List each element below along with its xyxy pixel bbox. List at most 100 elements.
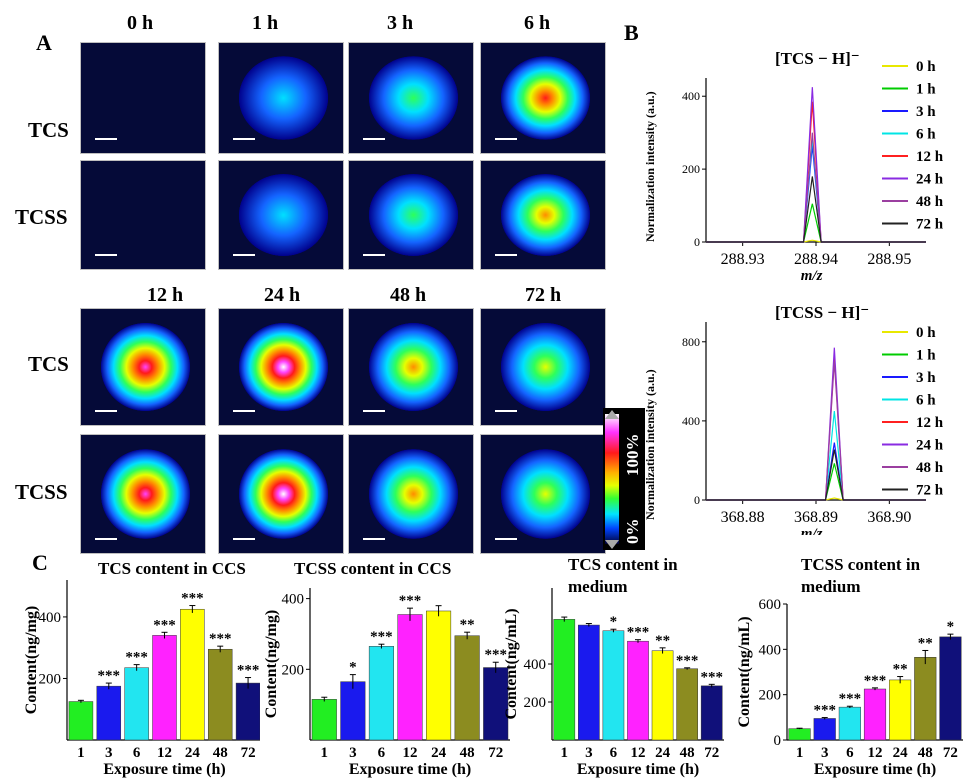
y-tick-label: 600 — [759, 597, 782, 613]
x-axis-label: m/z — [801, 268, 823, 284]
scale-bar — [495, 254, 517, 256]
x-tick-label: 3 — [821, 745, 829, 761]
x-tick-label: 288.93 — [721, 251, 765, 268]
x-tick-label: 12 — [868, 745, 883, 761]
y-tick-label: 200 — [39, 671, 62, 687]
legend-label: 6 h — [916, 127, 936, 143]
x-axis-label: Exposure time (h) — [814, 761, 936, 778]
ms-image-tile — [348, 308, 474, 426]
bar — [207, 648, 233, 741]
significance-label: *** — [98, 668, 121, 684]
x-tick-label: 6 — [378, 745, 386, 761]
chart-title: TCSS content in — [801, 555, 921, 574]
spectrum-line — [706, 176, 926, 243]
scale-bar — [495, 410, 517, 412]
ms-image — [500, 56, 591, 140]
x-axis-label: Exposure time (h) — [103, 761, 225, 778]
ms-image-tile — [218, 160, 344, 270]
significance-label: *** — [209, 631, 232, 647]
bar — [454, 635, 480, 741]
y-tick-label: 800 — [682, 335, 700, 349]
x-tick-label: 3 — [349, 745, 357, 761]
x-tick-label: 1 — [77, 745, 85, 761]
time-label: 0 h — [126, 12, 154, 34]
scale-bar — [233, 254, 255, 256]
legend-label: 1 h — [916, 82, 936, 98]
row-label: TCS — [28, 118, 69, 142]
significance-label: *** — [125, 650, 148, 666]
ms-image — [100, 449, 191, 539]
x-tick-label: 368.88 — [721, 509, 765, 526]
bar — [235, 682, 260, 741]
legend-label: 0 h — [916, 325, 936, 341]
y-tick-label: 400 — [282, 592, 305, 608]
spectrum-title: [TCSS − H]⁻ — [775, 303, 869, 322]
legend-label: 72 h — [916, 483, 944, 499]
bar-chart-tcss-medium: 0 200 400 600 1 *** 3 *** 6 *** 12 ** 24 ** 48 * 72 Expos… — [736, 555, 963, 778]
ms-image — [500, 449, 591, 539]
spectrum-line — [706, 357, 926, 501]
ms-image-tile — [480, 42, 606, 154]
time-label: 72 h — [524, 284, 562, 306]
scale-bar — [363, 538, 385, 540]
y-tick-label: 400 — [524, 657, 547, 673]
colorbar: 100% 0% — [603, 408, 645, 550]
ms-image — [500, 173, 591, 257]
scale-bar — [95, 410, 117, 412]
y-tick-label: 200 — [759, 688, 782, 704]
x-tick-label: 12 — [403, 745, 418, 761]
significance-label: *** — [864, 673, 887, 689]
spectrum-ylabel: Normalization intensity (a.u.) — [643, 369, 657, 520]
bar — [676, 668, 698, 741]
bar — [889, 679, 912, 741]
bar-chart-tcss-ccs: 200 400 1 * 3 *** 6 *** 12 24 ** 48 *** 72 Exposure ti… — [263, 559, 510, 778]
spectrum-title: [TCS − H]⁻ — [775, 49, 860, 68]
x-tick-label: 72 — [704, 745, 719, 761]
ms-image — [81, 161, 205, 269]
y-tick-label: 400 — [682, 414, 700, 428]
legend-label: 6 h — [916, 393, 936, 409]
ms-image — [238, 56, 329, 140]
ms-image-tile — [218, 308, 344, 426]
legend-label: 3 h — [916, 370, 936, 386]
ms-image-tile — [480, 308, 606, 426]
ms-image-tile — [80, 308, 206, 426]
significance-label: *** — [676, 653, 699, 669]
x-tick-label: 1 — [796, 745, 804, 761]
x-tick-label: 24 — [655, 745, 671, 761]
x-tick-label: 48 — [680, 745, 695, 761]
legend-label: 3 h — [916, 104, 936, 120]
significance-label: * — [947, 619, 955, 635]
ms-image-tile — [80, 160, 206, 270]
x-tick-label: 1 — [561, 745, 569, 761]
ms-image-tile — [218, 42, 344, 154]
scale-bar — [363, 138, 385, 140]
x-tick-label: 24 — [185, 745, 201, 761]
chart-title: TCSS content in CCS — [294, 559, 451, 578]
ms-image — [368, 449, 459, 539]
legend-label: 24 h — [916, 172, 944, 188]
significance-label: *** — [237, 663, 260, 679]
significance-label: * — [349, 660, 357, 676]
x-axis-label: m/z — [801, 526, 823, 535]
scale-bar — [95, 254, 117, 256]
spectrum-line — [706, 361, 926, 501]
significance-label: *** — [813, 703, 836, 719]
significance-label: *** — [181, 591, 204, 607]
ms-image-tile — [218, 434, 344, 554]
x-tick-label: 72 — [488, 745, 503, 761]
significance-label: *** — [399, 593, 422, 609]
chart-title: TCS content in — [568, 555, 678, 574]
spectrum-line — [706, 449, 926, 501]
ms-image-tile — [480, 160, 606, 270]
chart-title: medium — [801, 577, 861, 596]
ms-image — [368, 173, 459, 257]
ms-image — [238, 173, 329, 257]
ms-image — [238, 322, 329, 412]
bar-chart-tcs-medium: 200 400 1 3 * 6 *** 12 ** 24 *** 48 *** 72 Exposure ti… — [503, 555, 724, 778]
time-label: 3 h — [386, 12, 414, 34]
legend-label: 12 h — [916, 149, 944, 165]
time-label: 48 h — [389, 284, 427, 306]
ms-image-tile — [480, 434, 606, 554]
row-label: TCSS — [15, 205, 68, 229]
